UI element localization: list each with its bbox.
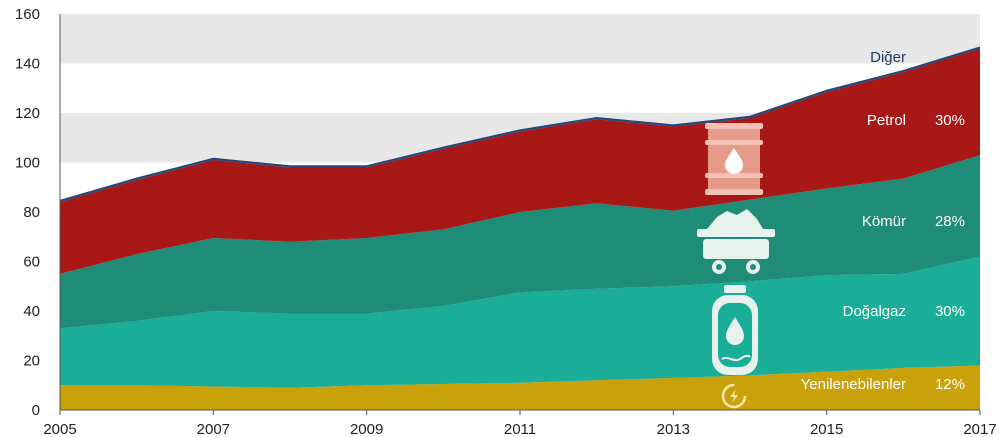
y-tick-label: 160 bbox=[15, 6, 40, 23]
y-tick-label: 140 bbox=[15, 56, 40, 73]
series-label: Doğalgaz bbox=[843, 303, 906, 320]
x-tick-label: 2009 bbox=[350, 421, 383, 437]
area-petrol bbox=[60, 48, 980, 274]
y-tick-label: 80 bbox=[23, 204, 40, 221]
y-tick-label: 0 bbox=[32, 402, 40, 419]
oil-barrel-icon bbox=[705, 123, 763, 195]
x-tick-label: 2013 bbox=[657, 421, 690, 437]
series-label: Petrol bbox=[867, 112, 906, 129]
y-tick-label: 40 bbox=[23, 303, 40, 320]
series-share: 28% bbox=[935, 213, 965, 230]
series-labels: Yenilenebilenler 12% Doğalgaz 30% Kömür 28% Pe… bbox=[801, 49, 965, 393]
x-tick-label: 2005 bbox=[43, 421, 76, 437]
icons bbox=[697, 123, 775, 409]
series-share: 12% bbox=[935, 376, 965, 393]
y-tick-label: 100 bbox=[15, 155, 40, 172]
renewable-energy-icon bbox=[721, 383, 747, 409]
y-tick-label: 20 bbox=[23, 353, 40, 370]
y-tick-label: 120 bbox=[15, 105, 40, 122]
grid-band bbox=[60, 14, 980, 64]
gas-cylinder-icon bbox=[712, 285, 758, 375]
x-tick-label: 2007 bbox=[197, 421, 230, 437]
series-label: Yenilenebilenler bbox=[801, 376, 906, 393]
series-share: 30% bbox=[935, 112, 965, 129]
series-label: Diğer bbox=[870, 49, 906, 66]
area-series bbox=[59, 46, 981, 410]
series-share: 30% bbox=[935, 303, 965, 320]
coal-cart-icon bbox=[697, 209, 775, 274]
x-tick-label: 2017 bbox=[963, 421, 996, 437]
series-label: Kömür bbox=[862, 213, 906, 230]
y-tick-label: 60 bbox=[23, 254, 40, 271]
area-yenilenebilenler bbox=[60, 365, 980, 410]
x-tick-label: 2015 bbox=[810, 421, 843, 437]
total-outline bbox=[59, 46, 981, 202]
area-k-m-r bbox=[60, 155, 980, 329]
x-tick-label: 2011 bbox=[504, 421, 536, 437]
axes: 0 20 40 60 80 100 120 140 160 2005 2007 2009 2011 201… bbox=[15, 6, 997, 437]
